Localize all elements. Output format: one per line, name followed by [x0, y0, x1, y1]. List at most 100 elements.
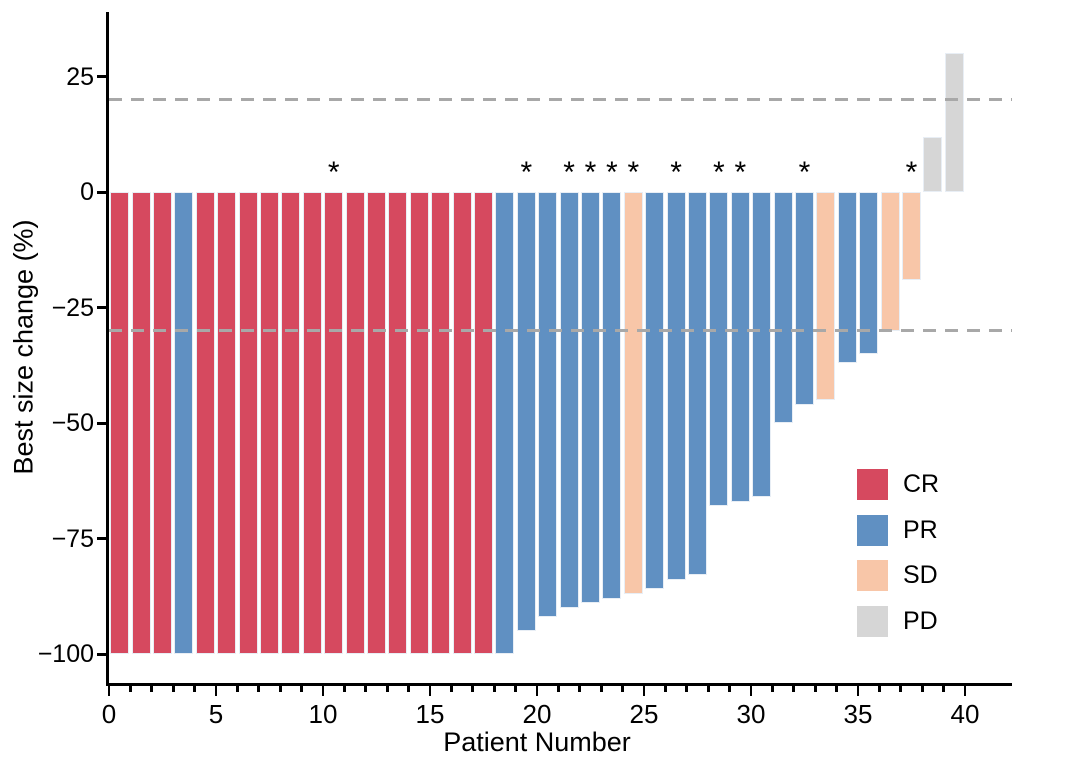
x-tick-label-30: 30	[736, 699, 766, 729]
bar-patient-19	[495, 192, 515, 654]
x-major-tick-35	[856, 686, 860, 696]
x-major-tick-0	[107, 686, 111, 696]
x-tick-label-40: 40	[950, 699, 980, 729]
x-minor-tick-14	[407, 686, 410, 692]
x-major-tick-20	[535, 686, 539, 696]
bar-patient-39	[923, 136, 943, 192]
x-tick-label-5: 5	[208, 699, 224, 729]
bar-patient-36	[859, 192, 879, 354]
y-tick--100	[97, 652, 106, 656]
x-tick-label-0: 0	[101, 699, 117, 729]
x-minor-tick-3	[171, 686, 175, 692]
bar-patient-18	[474, 192, 493, 654]
x-minor-tick-34	[835, 686, 838, 692]
x-minor-tick-23	[599, 686, 603, 692]
significance-marker-patient-27: *	[670, 156, 682, 189]
bar-patient-3	[153, 192, 172, 654]
legend-label-pr: PR	[903, 515, 938, 544]
y-tick-label--25: −25	[51, 293, 94, 322]
x-minor-tick-39	[942, 686, 945, 692]
bar-patient-29	[709, 192, 729, 507]
x-major-tick-25	[642, 686, 646, 696]
x-minor-tick-8	[278, 686, 282, 692]
x-tick-label-35: 35	[843, 699, 873, 729]
significance-marker-patient-33: *	[798, 156, 811, 189]
bar-patient-37	[880, 192, 900, 331]
x-minor-tick-32	[792, 686, 796, 692]
significance-marker-patient-38: *	[905, 156, 918, 189]
x-tick-label-20: 20	[522, 699, 552, 729]
legend-label-sd: SD	[903, 561, 938, 590]
x-minor-tick-22	[578, 686, 582, 692]
x-minor-tick-24	[621, 686, 624, 692]
x-major-tick-5	[214, 686, 218, 696]
bar-patient-40	[944, 53, 964, 192]
bar-patient-14	[388, 192, 408, 654]
bar-patient-33	[795, 192, 814, 405]
bar-patient-7	[238, 192, 258, 654]
bar-patient-30	[730, 192, 750, 502]
x-minor-tick-18	[492, 686, 496, 692]
bar-patient-20	[516, 192, 536, 631]
y-tick-label-0: 0	[80, 178, 94, 206]
x-minor-tick-33	[813, 686, 817, 692]
bar-patient-38	[902, 192, 921, 280]
bar-patient-27	[666, 192, 686, 581]
x-minor-tick-19	[514, 686, 517, 692]
x-tick-label-15: 15	[415, 699, 445, 729]
x-minor-tick-4	[193, 686, 196, 692]
x-major-tick-15	[428, 686, 432, 696]
bar-patient-6	[217, 192, 237, 654]
significance-marker-patient-24: *	[606, 156, 618, 189]
x-minor-tick-16	[450, 686, 453, 692]
bar-patient-5	[195, 192, 215, 654]
x-minor-tick-38	[920, 686, 924, 692]
bar-patient-22	[559, 192, 579, 608]
significance-marker-patient-25: *	[627, 156, 640, 189]
legend-label-cr: CR	[903, 470, 940, 498]
x-axis-line	[105, 683, 1012, 687]
bar-patient-13	[367, 192, 386, 654]
bar-patient-32	[773, 192, 793, 423]
x-tick-label-10: 10	[308, 699, 338, 729]
significance-marker-patient-23: *	[584, 156, 597, 189]
x-major-tick-30	[749, 686, 753, 696]
x-minor-tick-29	[728, 686, 731, 692]
y-tick--25	[97, 306, 106, 309]
bar-patient-4	[174, 192, 194, 654]
legend-swatch-pd	[857, 606, 888, 638]
significance-marker-patient-29: *	[713, 156, 725, 189]
bar-patient-2	[131, 192, 151, 654]
legend-swatch-cr	[857, 469, 888, 500]
y-axis-title: Best size change (%)	[8, 219, 39, 475]
x-minor-tick-36	[878, 686, 881, 692]
x-minor-tick-17	[471, 686, 475, 692]
bar-patient-17	[452, 192, 472, 654]
x-minor-tick-37	[899, 686, 903, 692]
bar-patient-28	[688, 192, 707, 576]
bar-patient-26	[645, 192, 665, 590]
bar-patient-12	[345, 192, 365, 654]
x-tick-label-25: 25	[629, 699, 659, 729]
x-major-tick-40	[963, 686, 967, 696]
x-minor-tick-7	[257, 686, 261, 692]
significance-marker-patient-22: *	[563, 156, 575, 189]
x-minor-tick-27	[685, 686, 689, 692]
bar-patient-31	[752, 192, 772, 497]
bar-patient-21	[538, 192, 558, 618]
y-tick-label--50: −50	[51, 409, 94, 437]
x-minor-tick-9	[300, 686, 303, 692]
x-minor-tick-12	[364, 686, 368, 692]
y-tick-label-25: 25	[66, 62, 94, 91]
significance-marker-patient-11: *	[327, 156, 340, 189]
x-major-tick-10	[321, 686, 325, 696]
legend-swatch-pr	[857, 514, 888, 546]
x-minor-tick-21	[557, 686, 560, 692]
y-tick--75	[97, 537, 106, 540]
x-minor-tick-31	[771, 686, 774, 692]
y-tick-0	[97, 190, 106, 194]
bar-patient-11	[324, 192, 344, 654]
significance-marker-patient-30: *	[734, 156, 747, 189]
y-tick-label--75: −75	[51, 524, 94, 553]
